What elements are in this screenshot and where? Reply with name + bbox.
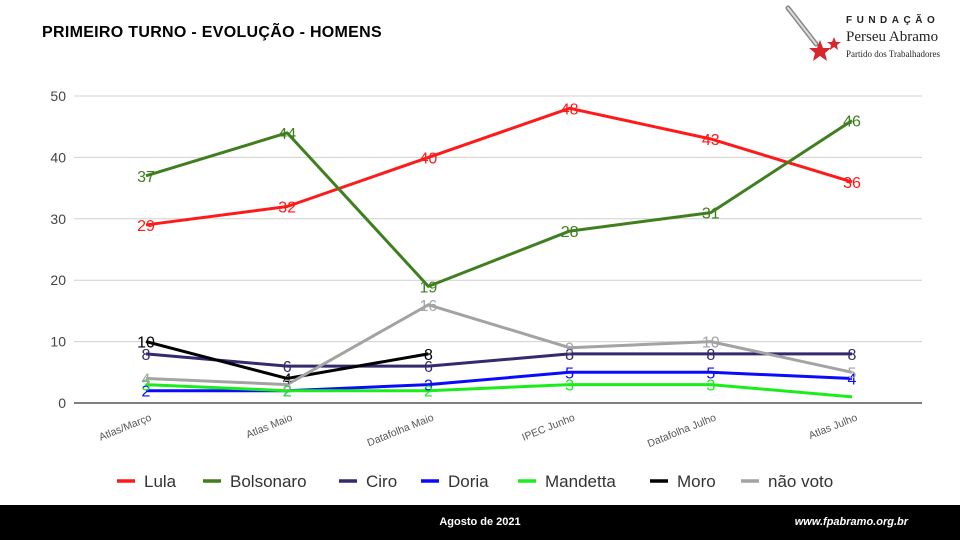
x-tick-label: Atlas Julho <box>807 412 859 442</box>
data-label: 43 <box>702 132 720 149</box>
data-label: 46 <box>843 114 861 131</box>
x-tick-label: Atlas Maio <box>244 412 294 442</box>
footer-url: www.fpabramo.org.br <box>794 516 908 528</box>
footer-bar: Agosto de 2021 www.fpabramo.org.br <box>0 505 960 540</box>
data-label: 8 <box>565 347 574 364</box>
data-label: 40 <box>420 150 438 167</box>
data-label: 37 <box>137 169 155 186</box>
y-tick-label: 30 <box>50 211 66 227</box>
data-label: 48 <box>561 101 579 118</box>
chart-legend: Lula Bolsonaro Ciro Doria Mandetta Moro não vo… <box>117 472 833 491</box>
x-tick-label: Atlas/Março <box>97 412 153 444</box>
data-label: 3 <box>706 378 715 395</box>
y-tick-label: 10 <box>50 334 66 350</box>
chart-x-tick-labels: Atlas/Março Atlas Maio Datafolha Maio IPEC … <box>97 412 859 451</box>
series-line-bolsonaro <box>145 119 853 288</box>
footer-date: Agosto de 2021 <box>439 516 521 528</box>
data-label: 6 <box>283 359 292 376</box>
data-label: 5 <box>706 365 715 382</box>
data-label: 3 <box>565 378 574 395</box>
data-label: 10 <box>702 335 720 352</box>
data-label: 31 <box>702 206 720 223</box>
y-tick-label: 20 <box>50 272 66 288</box>
series-line-ciro <box>145 352 852 368</box>
series-line-lula <box>145 106 853 227</box>
pen-stars-icon <box>785 5 841 61</box>
data-label: 2 <box>283 384 292 401</box>
series-line-mandetta <box>145 383 853 399</box>
data-label: 36 <box>843 175 861 192</box>
data-label: 9 <box>565 341 574 358</box>
data-label: 8 <box>706 347 715 364</box>
data-label: 16 <box>420 298 438 315</box>
data-label: 8 <box>848 347 857 364</box>
data-label: 4 <box>848 371 857 388</box>
data-label: 3 <box>424 378 433 395</box>
legend-label: Ciro <box>366 472 397 491</box>
data-label: 8 <box>142 347 151 364</box>
chart-lines <box>145 106 853 399</box>
data-label: 28 <box>561 224 579 241</box>
logo-line1: FUNDAÇÃO <box>846 15 940 26</box>
data-label: 32 <box>278 200 296 217</box>
data-label: 29 <box>137 218 155 235</box>
y-tick-label: 50 <box>50 88 66 104</box>
legend-label: Moro <box>677 472 716 491</box>
chart-grid: 0 10 20 30 40 50 <box>50 88 922 411</box>
series-line-moro <box>145 340 429 380</box>
data-label: 5 <box>848 365 857 382</box>
logo-line2: Perseu Abramo <box>846 29 939 45</box>
data-label: 2 <box>142 384 151 401</box>
y-tick-label: 0 <box>58 395 66 411</box>
data-label: 10 <box>137 335 155 352</box>
x-tick-label: IPEC Junho <box>520 412 577 444</box>
data-label: 44 <box>278 126 296 143</box>
legend-label: Doria <box>448 472 489 491</box>
x-tick-label: Datafolha Julho <box>646 412 718 451</box>
logo-line3: Partido dos Trabalhadores <box>846 49 940 59</box>
y-tick-label: 40 <box>50 149 66 165</box>
data-label: 5 <box>565 365 574 382</box>
data-label: 2 <box>283 384 292 401</box>
data-label: 19 <box>420 279 438 296</box>
x-tick-label: Datafolha Maio <box>366 412 436 450</box>
data-label: 2 <box>424 384 433 401</box>
legend-label: Lula <box>144 472 177 491</box>
legend-label: Mandetta <box>545 472 616 491</box>
data-label: 3 <box>142 378 151 395</box>
data-label: 8 <box>424 347 433 364</box>
data-label: 3 <box>283 378 292 395</box>
data-label: 4 <box>283 371 292 388</box>
series-line-não-voto <box>145 303 853 387</box>
data-label: 4 <box>142 371 151 388</box>
fpa-logo: FUNDAÇÃO Perseu Abramo Partido dos Traba… <box>780 4 955 64</box>
chart-title: PRIMEIRO TURNO - EVOLUÇÃO - HOMENS <box>42 24 382 41</box>
legend-label: Bolsonaro <box>230 472 307 491</box>
legend-label: não voto <box>768 472 833 491</box>
data-label: 6 <box>424 359 433 376</box>
